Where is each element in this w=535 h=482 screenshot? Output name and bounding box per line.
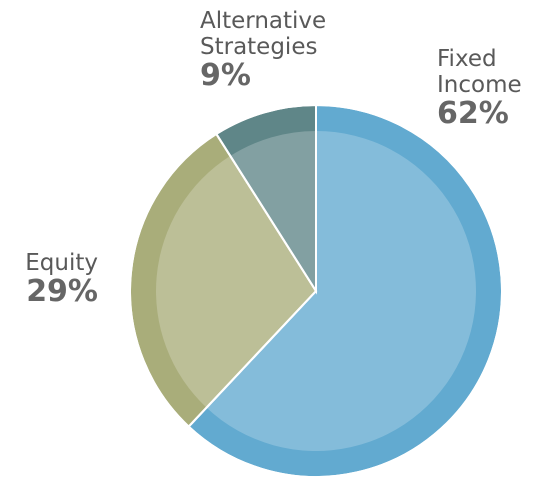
slice [129, 132, 318, 429]
category-label: Alternative Strategies [200, 8, 327, 60]
slice-edge [129, 132, 318, 429]
category-label: Equity [25, 250, 98, 276]
slice-label: Fixed Income 62% [437, 46, 535, 130]
slice-label: Alternative Strategies 9% [200, 8, 340, 92]
value-label: 29% [26, 274, 98, 309]
slice-label: Equity 29% [0, 250, 98, 308]
slice [187, 103, 503, 478]
value-label: 62% [437, 96, 509, 131]
slice [214, 103, 317, 295]
slice-inner [206, 131, 476, 451]
slice-edge [187, 103, 503, 478]
category-label: Fixed Income [437, 46, 522, 98]
slice-inner [155, 155, 316, 408]
value-label: 9% [200, 58, 251, 93]
slice-edge [214, 103, 317, 295]
slice-inner [230, 131, 316, 291]
